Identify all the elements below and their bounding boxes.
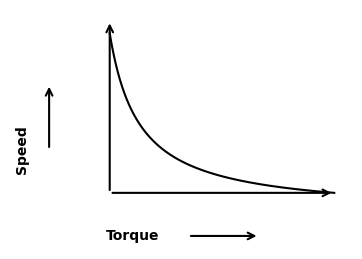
Text: Torque: Torque <box>106 229 160 243</box>
Text: Speed: Speed <box>15 125 29 174</box>
